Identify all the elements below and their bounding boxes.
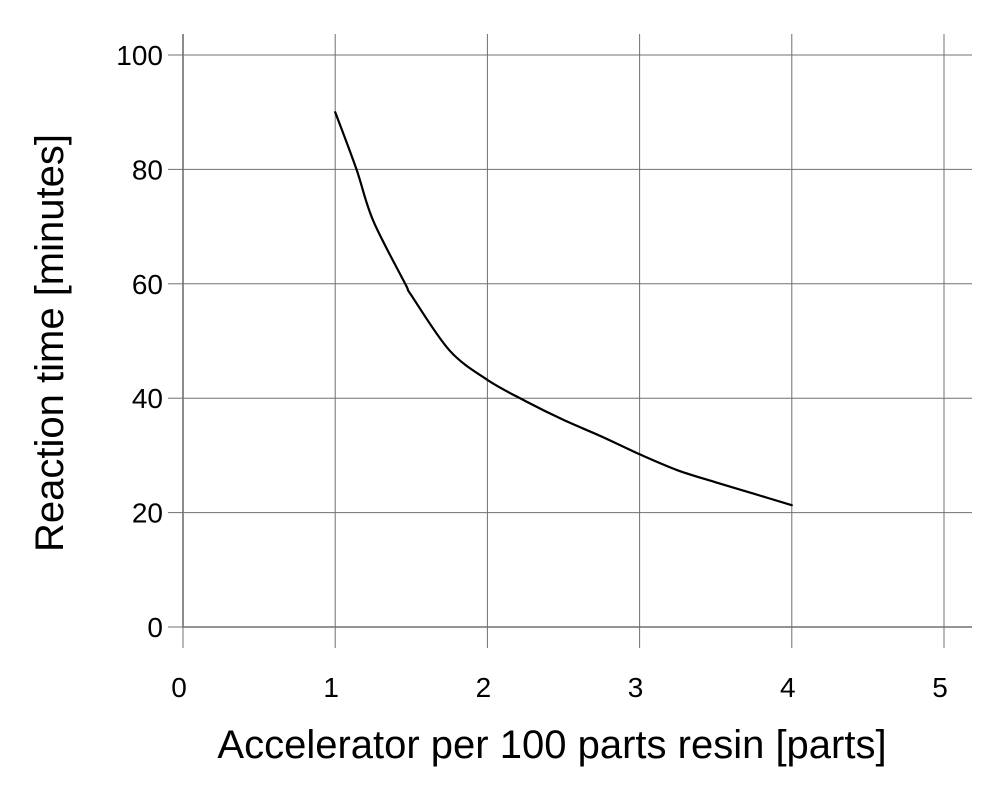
x-tick-labels: 0 1 2 3 4 5 [171, 672, 948, 703]
y-tick-label: 100 [116, 40, 163, 71]
x-tick-label: 4 [780, 672, 796, 703]
axis-ticks [168, 54, 945, 648]
x-tick-label: 5 [932, 672, 948, 703]
grid-lines [182, 34, 972, 628]
x-tick-label: 3 [628, 672, 644, 703]
x-tick-label: 1 [323, 672, 339, 703]
y-tick-label: 60 [132, 269, 163, 300]
y-tick-label: 20 [132, 498, 163, 529]
x-axis-title: Accelerator per 100 parts resin [parts] [217, 723, 886, 767]
reaction-time-curve [334, 111, 793, 507]
y-tick-label: 0 [147, 612, 163, 643]
y-axis-title: Reaction time [minutes] [28, 134, 72, 552]
y-tick-label: 40 [132, 383, 163, 414]
y-tick-labels: 0 20 40 60 80 100 [116, 40, 163, 643]
x-tick-label: 0 [171, 672, 187, 703]
x-tick-label: 2 [476, 672, 492, 703]
y-tick-label: 80 [132, 154, 163, 185]
